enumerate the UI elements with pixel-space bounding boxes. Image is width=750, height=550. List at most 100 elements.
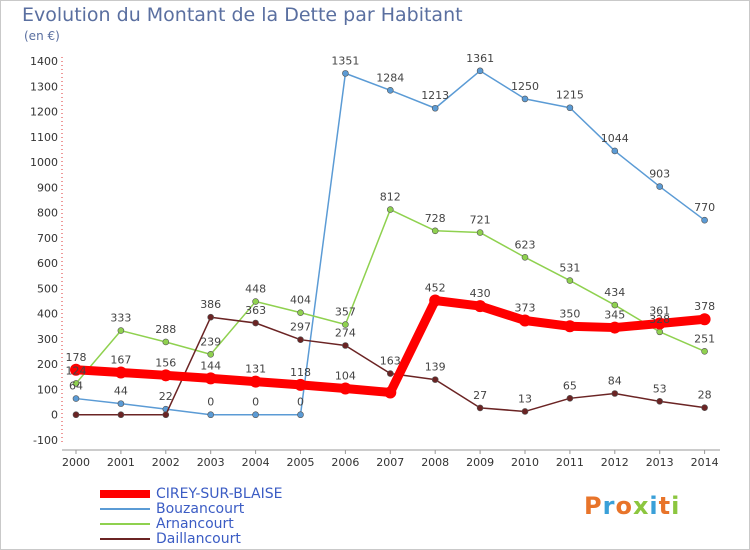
legend-label: CIREY-SUR-BLAISE (156, 485, 283, 502)
data-label: 623 (515, 238, 536, 251)
data-point (611, 301, 619, 309)
x-tick-label: 2003 (197, 456, 225, 469)
y-tick-label: 1200 (30, 106, 58, 119)
data-point (342, 70, 349, 77)
x-tick-label: 2011 (556, 456, 584, 469)
data-point (252, 319, 259, 327)
x-tick-label: 2005 (287, 456, 315, 469)
proxiti-logo: Proxiti (584, 492, 680, 520)
logo-letter: i (671, 492, 681, 520)
data-point (701, 404, 708, 411)
data-point (342, 321, 349, 328)
data-label: 357 (335, 306, 356, 319)
y-tick-label: 600 (37, 257, 58, 270)
data-label: 64 (69, 380, 83, 393)
data-point (656, 328, 664, 336)
x-tick-label: 2000 (62, 456, 90, 469)
data-point (204, 372, 217, 385)
logo-letter: P (584, 492, 603, 520)
data-point (521, 408, 529, 415)
legend-item: Bouzancourt (100, 500, 282, 517)
data-label: 812 (380, 191, 401, 204)
data-label: 13 (518, 392, 532, 405)
data-label: 0 (252, 396, 259, 409)
data-point (566, 277, 574, 284)
data-label: 770 (694, 201, 715, 214)
data-label: 53 (653, 382, 667, 395)
data-label: 434 (604, 286, 625, 299)
data-point (431, 376, 439, 383)
legend-item: Arnancourt (100, 516, 282, 532)
data-point (207, 351, 214, 358)
data-point (117, 400, 125, 407)
data-label: 0 (207, 396, 214, 409)
data-label: 297 (290, 321, 311, 334)
data-point (476, 229, 484, 236)
x-tick-label: 2008 (421, 456, 449, 469)
unit-label: (en €) (24, 29, 60, 43)
y-tick-label: 500 (37, 282, 58, 295)
data-point (386, 206, 394, 213)
data-label: 0 (297, 396, 304, 409)
x-tick-label: 2004 (242, 456, 270, 469)
data-point (656, 398, 664, 405)
data-label: 288 (155, 323, 176, 336)
data-point (339, 382, 352, 395)
data-point (431, 227, 439, 235)
x-tick-label: 2014 (691, 456, 719, 469)
y-tick-label: 700 (37, 232, 58, 245)
data-point (656, 183, 664, 190)
data-point (70, 363, 82, 376)
data-label: 345 (604, 309, 625, 322)
y-tick-label: 300 (37, 333, 58, 346)
data-label: 65 (563, 379, 577, 392)
chart-title: Evolution du Montant de la Dette par Hab… (22, 4, 463, 26)
data-point (566, 395, 574, 402)
y-tick-label: 1300 (30, 80, 58, 93)
data-label: 452 (425, 282, 446, 295)
data-label: 721 (470, 214, 491, 227)
data-point (608, 321, 621, 334)
data-label: 350 (559, 307, 580, 320)
legend-swatch (100, 522, 150, 525)
data-point (476, 67, 484, 75)
data-label: 373 (515, 301, 536, 314)
data-point (653, 317, 666, 330)
data-point (474, 300, 487, 313)
data-point (72, 395, 80, 402)
x-tick-label: 2001 (107, 456, 135, 469)
data-label: 178 (66, 351, 87, 364)
logo-letter: o (615, 492, 633, 520)
x-tick-label: 2006 (331, 456, 359, 469)
y-tick-label: 0 (51, 409, 58, 422)
data-label: 27 (473, 389, 487, 402)
data-point (429, 294, 442, 307)
data-point (252, 411, 259, 419)
data-point (611, 390, 619, 397)
data-point (297, 336, 304, 343)
legend-label: Bouzancourt (156, 500, 245, 517)
y-tick-label: 400 (37, 308, 58, 321)
data-point (72, 411, 80, 419)
x-tick-label: 2007 (376, 456, 404, 469)
y-tick-label: 1400 (30, 55, 58, 68)
y-tick-label: 1000 (30, 156, 58, 169)
data-label: 118 (290, 366, 311, 379)
data-point (159, 369, 172, 382)
data-point (207, 411, 214, 419)
data-point (162, 411, 170, 419)
data-point (701, 348, 708, 355)
data-label: 144 (200, 359, 221, 372)
data-point (297, 411, 304, 419)
data-label: 378 (694, 300, 715, 313)
data-label: 333 (110, 312, 131, 325)
data-point (521, 95, 529, 103)
x-tick-label: 2009 (466, 456, 494, 469)
data-point (476, 404, 484, 412)
data-label: 903 (649, 168, 670, 181)
legend-item: Daillancourt (100, 531, 282, 547)
data-point (252, 298, 259, 305)
data-label: 239 (200, 335, 221, 348)
